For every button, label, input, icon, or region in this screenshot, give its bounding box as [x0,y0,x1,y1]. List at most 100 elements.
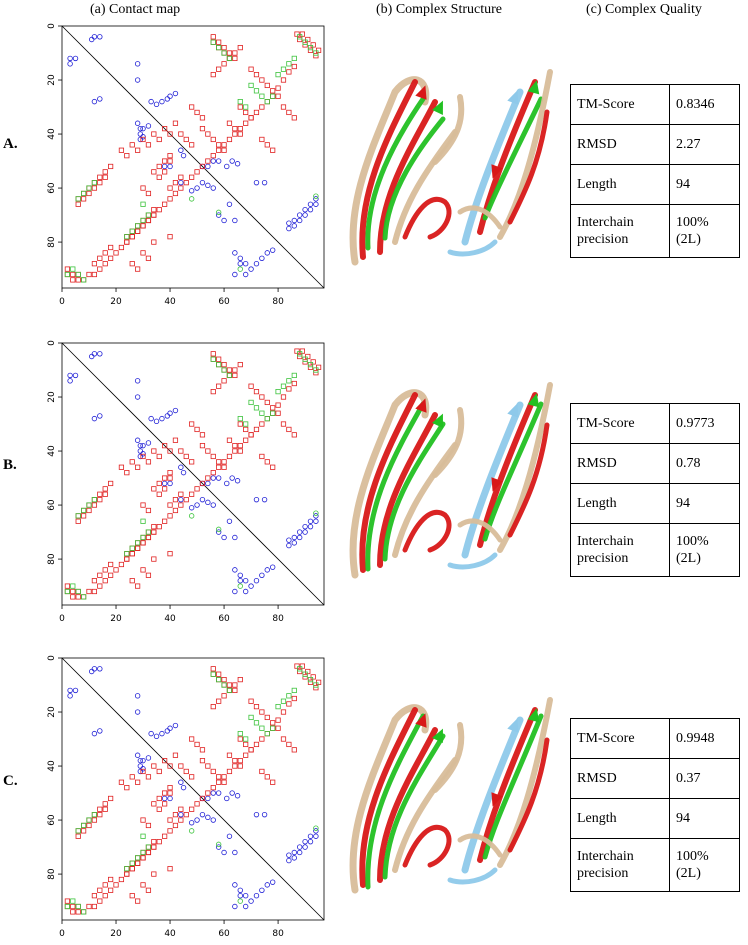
intrachain-contact [224,480,230,487]
predicted-interchain-contact [226,372,233,379]
interchain-contact [232,50,238,56]
interchain-contact [210,351,216,357]
y-tick-label: 20 [47,74,57,86]
interchain-contact [151,556,157,562]
row-label-b: B. [3,457,17,473]
predicted-interchain-contact [259,93,265,99]
predicted-interchain-contact [280,383,287,389]
interchain-contact [64,903,71,910]
interchain-contact [243,426,249,433]
strand-tan [497,382,553,553]
predicted-interchain-contact [275,389,281,395]
interchain-contact [135,223,141,229]
interchain-contact [291,432,297,438]
interchain-contact [259,104,265,110]
interchain-contact [189,142,195,148]
interchain-contact [162,126,168,132]
x-tick-label: 40 [164,297,176,307]
intrachain-contact [67,61,73,67]
interchain-contact [221,147,227,153]
interchain-contact [210,704,216,710]
interchain-contact [264,731,270,737]
intrachain-contact [229,790,235,796]
interchain-contact [135,583,141,589]
x-tick-label: 40 [164,929,176,939]
interchain-contact [140,223,146,229]
interchain-contact [129,142,135,148]
strand-arrow [415,713,427,728]
interchain-contact [140,855,146,861]
interchain-contact [118,779,125,785]
interchain-contact [205,790,211,796]
interchain-contact [194,741,200,748]
predicted-interchain-contact [145,212,152,218]
interchain-contact [75,903,81,910]
interchain-contact [189,806,195,812]
interchain-contact [264,399,270,406]
interchain-contact [237,45,243,51]
interchain-contact [102,882,108,888]
interchain-contact [108,795,114,802]
predicted-interchain-contact [286,693,292,699]
interchain-contact [221,142,227,148]
interchain-contact [129,459,135,465]
interchain-contact [226,372,233,379]
intrachain-contact [137,125,144,132]
metric-value: 0.78 [669,443,740,484]
intrachain-contact [205,480,211,487]
intrachain-contact [91,730,98,737]
intrachain-contact [137,453,144,460]
x-tick-label: 40 [164,614,176,624]
intrachain-contact [248,583,254,589]
interchain-contact [253,109,260,116]
intrachain-contact [232,271,238,278]
predicted-contact [313,193,319,199]
interchain-contact [140,540,146,546]
intrachain-contact [210,475,216,481]
x-tick-label: 20 [110,929,122,939]
interchain-contact [183,768,189,775]
interchain-contact [237,131,243,137]
strand-tan [392,442,458,558]
interchain-contact [216,142,222,148]
predicted-interchain-contact [259,410,265,416]
interchain-contact [178,131,184,137]
intrachain-contact [286,225,292,232]
interchain-contact [221,50,227,56]
strand-arrow [491,164,503,179]
interchain-contact [270,88,276,94]
interchain-contact [248,66,254,72]
intrachain-contact [232,534,238,541]
interchain-contact [243,752,249,758]
interchain-contact [156,480,162,487]
interchain-contact [156,163,162,170]
predicted-interchain-contact [248,399,254,406]
intrachain-contact [291,217,297,224]
interchain-contact [129,866,135,872]
intrachain-contact [237,260,243,267]
interchain-contact [108,561,114,568]
interchain-contact [64,266,71,272]
interchain-contact [81,909,87,915]
y-tick-label: 80 [47,553,57,565]
predicted-interchain-contact [302,671,308,677]
interchain-contact [280,394,287,400]
predicted-interchain-contact [259,725,265,731]
predicted-interchain-contact [307,45,314,51]
interchain-contact [140,540,146,546]
interchain-contact [167,185,173,191]
intrachain-contact [286,220,292,226]
interchain-contact [286,701,292,707]
interchain-contact [162,201,168,207]
predicted-interchain-contact [270,725,276,731]
intrachain-contact [97,34,103,40]
interchain-contact [226,453,233,460]
interchain-contact [253,426,260,433]
interchain-contact [210,34,216,40]
y-tick-label: 40 [47,128,57,140]
strand-red [507,109,550,225]
interchain-contact [129,578,135,584]
intrachain-contact [172,90,179,97]
y-tick-label: 60 [47,814,57,826]
intrachain-contact [134,693,141,699]
